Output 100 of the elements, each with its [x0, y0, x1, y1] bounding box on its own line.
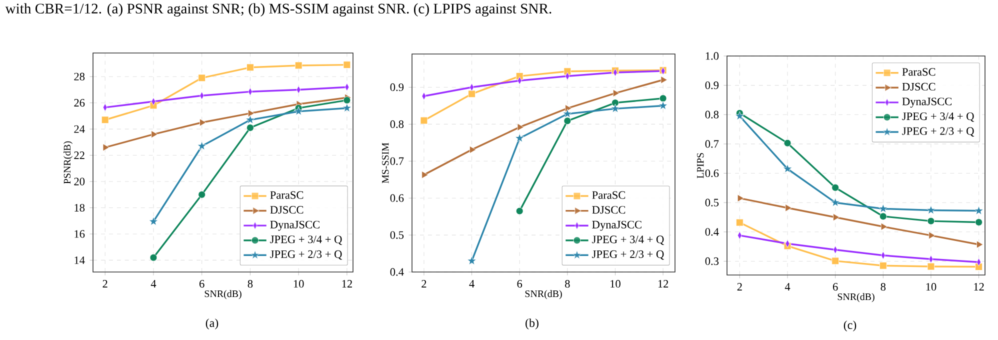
legend-label: DynaJSCC [902, 98, 952, 108]
point [102, 144, 110, 152]
point [246, 115, 255, 124]
y-tick-label: 0.4 [390, 268, 404, 276]
x-tick-label: 2 [737, 283, 742, 290]
legend-label: DJSCC [592, 206, 626, 214]
point [294, 62, 302, 70]
text: with CBR=1/12. (a) PSNR against SNR; (b) MS-SSIM against SNR. (c) LPIPS against SNR. [5, 3, 552, 17]
point [422, 171, 428, 179]
point [151, 130, 158, 138]
point [974, 206, 984, 215]
y-tick-label: 20 [74, 178, 85, 186]
point [470, 146, 476, 154]
x-tick-label: 8 [880, 283, 886, 291]
y-tick-label: 0.9 [390, 83, 404, 92]
text: (b) [526, 318, 538, 330]
legend-label: ParaSC [270, 191, 304, 199]
point [198, 190, 206, 198]
x-tick-label: 6 [199, 280, 204, 288]
point [736, 218, 744, 226]
legend-label: JPEG + 3/4 + Q [270, 236, 342, 245]
legend-label: JPEG + 2/3 + Q [270, 250, 342, 260]
point [833, 213, 840, 222]
x-tick-label: 4 [784, 283, 790, 290]
y-tick-label: 26 [74, 99, 85, 107]
x-tick-label: 10 [610, 280, 620, 288]
point [343, 96, 351, 104]
x-tick-label: 8 [565, 280, 570, 288]
point [200, 118, 206, 126]
point [148, 216, 158, 226]
legend-label: ParaSC [592, 191, 626, 199]
text: (a) [206, 318, 218, 330]
point [294, 106, 304, 116]
point [516, 207, 524, 215]
point [343, 61, 351, 68]
legend-label: DynaJSCC [270, 220, 320, 231]
y-tick-label: 0.5 [705, 198, 719, 206]
point [612, 99, 619, 106]
y-tick-label: 0.6 [705, 169, 719, 178]
x-tick-label: 12 [974, 283, 984, 290]
point [467, 256, 476, 265]
point [782, 164, 792, 173]
x-tick-label: 12 [342, 280, 352, 288]
point [975, 263, 982, 270]
point [246, 64, 254, 72]
legend-label: JPEG + 3/4 + Q [902, 112, 974, 122]
point [928, 232, 936, 240]
y-tick-label: 14 [74, 256, 85, 264]
point [514, 133, 524, 142]
point [246, 124, 254, 132]
point [879, 262, 887, 270]
y-tick-label: 0.7 [705, 140, 719, 148]
point [342, 103, 352, 112]
legend-label: DynaJSCC [592, 220, 642, 231]
x-tick-label: 6 [517, 280, 522, 288]
point [878, 204, 888, 213]
point [976, 240, 984, 248]
text: (c) [844, 320, 856, 332]
point [564, 117, 572, 125]
point [785, 204, 792, 212]
x-axis-title: SNR(dB) [204, 290, 242, 300]
y-axis-title: LPIPS [697, 153, 704, 178]
point [784, 139, 792, 147]
point [832, 184, 839, 192]
point [517, 123, 524, 131]
y-tick-label: 1.0 [706, 52, 719, 60]
point [420, 116, 428, 124]
point [975, 218, 982, 226]
point [832, 257, 839, 265]
y-axis-title: PSNR(dB) [64, 141, 73, 184]
y-tick-label: 0.5 [390, 231, 404, 239]
x-tick-label: 10 [294, 280, 304, 288]
point [927, 262, 935, 270]
point [659, 94, 667, 102]
legend-label: DJSCC [902, 82, 936, 91]
y-axis-title: MS-SSIM [382, 142, 389, 184]
point [737, 194, 744, 202]
x-tick-label: 2 [102, 280, 108, 288]
y-tick-label: 0.9 [705, 81, 719, 90]
point [926, 205, 936, 214]
y-tick-label: 0.3 [705, 257, 719, 266]
point [658, 100, 668, 110]
y-tick-label: 0.4 [705, 228, 719, 236]
y-tick-label: 0.8 [705, 110, 719, 118]
point [879, 212, 887, 220]
point [150, 254, 158, 262]
point [880, 222, 888, 230]
y-tick-label: 0.7 [390, 157, 404, 165]
point [927, 217, 935, 225]
x-axis-title: SNR(dB) [525, 290, 562, 300]
point [468, 90, 476, 98]
y-tick-label: 16 [74, 230, 85, 238]
point [610, 104, 620, 113]
x-tick-label: 4 [150, 280, 156, 288]
point [562, 109, 572, 118]
point [612, 89, 620, 97]
y-tick-label: 24 [74, 125, 85, 133]
point [197, 141, 206, 150]
point [248, 110, 255, 118]
y-tick-label: 0.6 [390, 194, 404, 202]
